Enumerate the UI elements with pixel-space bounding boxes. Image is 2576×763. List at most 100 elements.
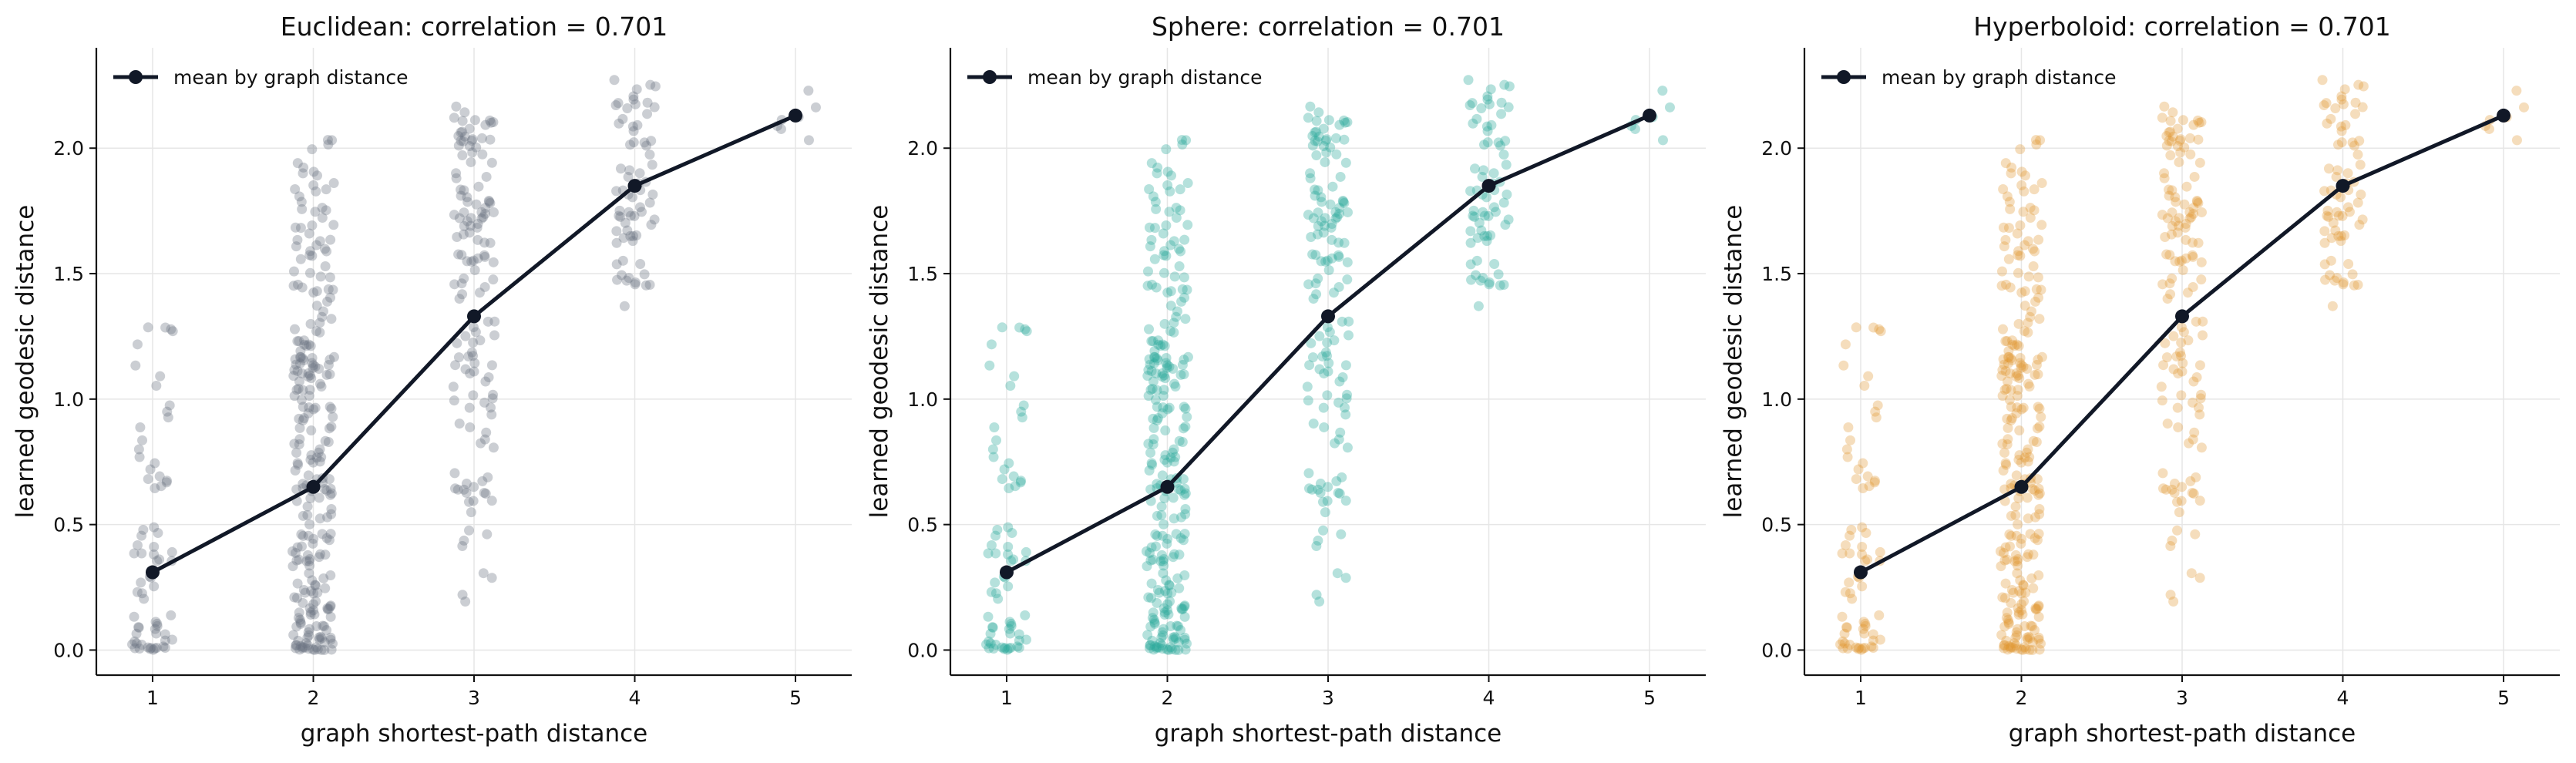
scatter-point [2328,217,2339,228]
scatter-point [2196,117,2207,128]
scatter-point [1159,624,1169,634]
scatter-point [1471,113,1482,124]
scatter-point [2019,452,2030,463]
scatter-point [2344,207,2355,217]
scatter-point [1152,584,1163,595]
scatter-point [166,546,177,557]
scatter-point [990,640,1001,650]
scatter-point [470,327,481,338]
scatter-point [1342,389,1353,400]
mean-marker [1853,565,1868,580]
scatter-point [1179,369,1189,380]
scatter-point [1162,644,1172,655]
scatter-point [319,484,330,495]
y-tick-label: 2.0 [1761,137,1792,160]
x-tick-label: 4 [2337,687,2349,709]
scatter-point [2157,395,2167,406]
scatter-point [298,415,308,425]
scatter-point [1148,434,1159,445]
scatter-point [1169,631,1180,642]
scatter-point [1158,391,1169,402]
scatter-point [1005,380,1016,391]
scatter-point [646,220,657,230]
scatter-point [1162,166,1173,177]
scatter-point [2156,382,2167,392]
scatter-point [459,185,469,196]
scatter-point [292,578,303,589]
scatter-point [2010,501,2021,512]
scatter-point [291,359,301,370]
scatter-point [2033,634,2044,645]
scatter-point [989,422,1000,433]
scatter-point [456,250,467,260]
scatter-point [305,455,316,466]
scatter-point [1866,641,1877,652]
scatter-point [1997,365,2008,375]
scatter-point [327,638,338,649]
scatter-point [2320,274,2331,285]
scatter-point [1476,103,1487,114]
scatter-point [2333,210,2344,221]
scatter-point [2193,115,2204,126]
scatter-point [316,633,327,644]
scatter-point [1479,210,1490,221]
scatter-point [2173,422,2184,432]
scatter-point [1178,603,1189,614]
scatter-point [1147,459,1158,470]
scatter-point [449,395,459,406]
scatter-point [2014,425,2025,436]
scatter-point [1496,97,1507,108]
scatter-point [143,322,153,333]
scatter-point [2027,244,2038,254]
scatter-point [136,640,147,650]
scatter-point [1484,99,1495,109]
mean-marker [306,479,321,494]
scatter-point [2023,327,2033,338]
scatter-point [2166,229,2177,240]
scatter-point [1003,522,1014,533]
scatter-point [2030,604,2041,615]
scatter-point [1148,439,1159,450]
scatter-point [1152,162,1163,173]
scatter-point [479,250,489,260]
scatter-point [1321,147,1332,158]
scatter-point [130,360,141,371]
scatter-point [1474,217,1485,228]
scatter-point [289,324,300,334]
scatter-point [489,316,500,327]
scatter-point [1177,139,1188,150]
scatter-point [298,642,308,653]
scatter-point [300,587,311,598]
legend-marker-swatch [983,70,997,84]
scatter-point [2033,355,2043,365]
scatter-point [2188,203,2199,213]
scatter-point [1313,273,1323,284]
scatter-point [2162,418,2173,429]
scatter-point [2319,99,2329,110]
scatter-point [2004,197,2015,207]
scatter-point [1165,240,1176,250]
scatter-point [985,638,996,649]
scatter-point [1169,271,1180,282]
scatter-point [1158,402,1169,413]
scatter-point [1302,382,1313,392]
scatter-point [2003,640,2014,651]
scatter-point [488,389,499,400]
scatter-point [1171,529,1182,539]
scatter-point [1311,590,1322,600]
scatter-point [2175,147,2186,158]
scatter-point [1159,607,1170,617]
scatter-point [618,233,629,244]
scatter-point [298,413,309,424]
scatter-point [1503,102,1514,113]
mean-marker [2175,309,2189,324]
scatter-point [997,474,1007,485]
scatter-point [1169,378,1179,389]
scatter-point [988,452,999,462]
scatter-point [1330,438,1340,449]
scatter-point [2189,171,2200,182]
scatter-point [2347,269,2358,280]
scatter-point [2188,281,2198,292]
scatter-point [1016,406,1027,417]
